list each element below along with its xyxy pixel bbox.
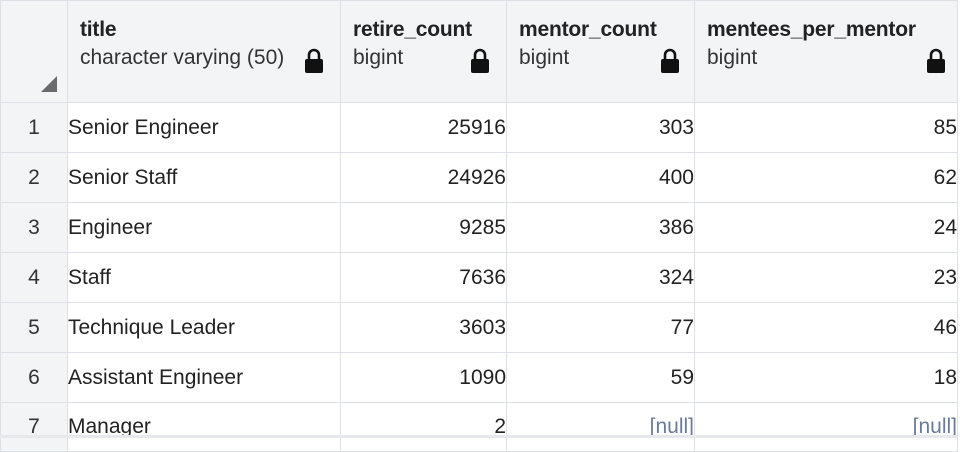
grid-bottom-border [0, 435, 957, 438]
cell-retire-count[interactable]: 24926 [340, 152, 507, 203]
table-row[interactable]: 7 Manager 2 [null] [null] [0, 402, 958, 452]
row-number[interactable]: 1 [0, 102, 68, 153]
lock-icon [305, 48, 323, 73]
table-row[interactable]: 3 Engineer 9285 386 24 [0, 202, 958, 253]
column-type: bigint [519, 46, 570, 69]
table-row[interactable]: 2 Senior Staff 24926 400 62 [0, 152, 958, 203]
select-all-corner[interactable] [0, 0, 68, 103]
cell-mentor-count[interactable]: 59 [506, 352, 695, 403]
cell-mentees-per-mentor[interactable]: 24 [694, 202, 958, 253]
cell-title[interactable]: Technique Leader [67, 302, 341, 353]
column-type: character varying (50) [80, 46, 285, 69]
table-row[interactable]: 5 Technique Leader 3603 77 46 [0, 302, 958, 353]
column-name: mentor_count [519, 18, 657, 41]
row-number[interactable]: 2 [0, 152, 68, 203]
cell-title[interactable]: Senior Engineer [67, 102, 341, 153]
column-header-retire-count[interactable]: retire_count bigint [340, 0, 507, 103]
column-name: retire_count [353, 18, 472, 41]
column-type: bigint [353, 46, 404, 69]
cell-title[interactable]: Senior Staff [67, 152, 341, 203]
cell-mentor-count[interactable]: 324 [506, 252, 695, 303]
column-header-mentees-per-mentor[interactable]: mentees_per_mentor bigint [694, 0, 958, 103]
cell-mentor-count[interactable]: 400 [506, 152, 695, 203]
cell-retire-count[interactable]: 25916 [340, 102, 507, 153]
cell-retire-count[interactable]: 3603 [340, 302, 507, 353]
lock-icon [927, 48, 945, 73]
cell-mentor-count[interactable]: 386 [506, 202, 695, 253]
corner-triangle-icon[interactable] [41, 76, 57, 92]
column-header-title[interactable]: title character varying (50) [67, 0, 341, 103]
table-row[interactable]: 6 Assistant Engineer 1090 59 18 [0, 352, 958, 403]
table-row[interactable]: 1 Senior Engineer 25916 303 85 [0, 102, 958, 153]
column-header-mentor-count[interactable]: mentor_count bigint [506, 0, 695, 103]
cell-title[interactable]: Staff [67, 252, 341, 303]
cell-mentor-count[interactable]: 303 [506, 102, 695, 153]
cell-mentor-count[interactable]: 77 [506, 302, 695, 353]
cell-retire-count[interactable]: 9285 [340, 202, 507, 253]
row-number[interactable]: 3 [0, 202, 68, 253]
cell-mentees-per-mentor[interactable]: 46 [694, 302, 958, 353]
cell-retire-count[interactable]: 1090 [340, 352, 507, 403]
lock-icon [471, 48, 489, 73]
cell-mentor-count-null[interactable]: [null] [506, 402, 695, 452]
row-number[interactable]: 4 [0, 252, 68, 303]
cell-title[interactable]: Engineer [67, 202, 341, 253]
cell-mentees-per-mentor[interactable]: 23 [694, 252, 958, 303]
cell-mentees-per-mentor[interactable]: 85 [694, 102, 958, 153]
cell-title[interactable]: Assistant Engineer [67, 352, 341, 403]
row-number[interactable]: 6 [0, 352, 68, 403]
column-name: mentees_per_mentor [707, 18, 916, 41]
column-type: bigint [707, 46, 758, 69]
cell-mentees-per-mentor[interactable]: 62 [694, 152, 958, 203]
cell-mentees-per-mentor-null[interactable]: [null] [694, 402, 958, 452]
cell-retire-count[interactable]: 7636 [340, 252, 507, 303]
row-number[interactable]: 5 [0, 302, 68, 353]
header-row: title character varying (50) retire_coun… [0, 0, 958, 103]
row-number[interactable]: 7 [0, 402, 68, 452]
cell-retire-count[interactable]: 2 [340, 402, 507, 452]
cell-mentees-per-mentor[interactable]: 18 [694, 352, 958, 403]
lock-icon [661, 48, 679, 73]
table-row[interactable]: 4 Staff 7636 324 23 [0, 252, 958, 303]
cell-title[interactable]: Manager [67, 402, 341, 452]
column-name: title [80, 18, 117, 41]
